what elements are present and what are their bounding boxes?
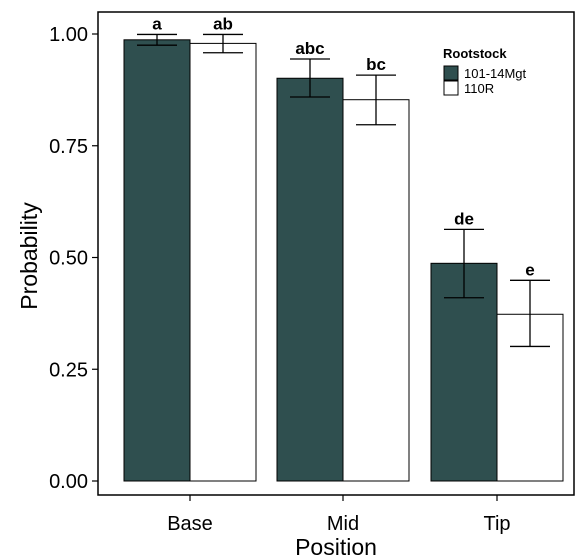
significance-letter: abc bbox=[295, 39, 324, 58]
y-tick-label: 0.25 bbox=[49, 359, 88, 381]
bar-101-14mgt bbox=[276, 77, 344, 482]
significance-labels: a abc de ab bc e bbox=[152, 14, 534, 279]
y-tick-label: 0.50 bbox=[49, 248, 88, 270]
y-axis-title: Probability bbox=[16, 202, 42, 310]
bar-110r bbox=[189, 42, 257, 482]
bars bbox=[123, 39, 564, 482]
legend-swatch bbox=[443, 65, 459, 81]
y-tick-label: 1.00 bbox=[49, 24, 88, 46]
bar-110r bbox=[342, 99, 410, 482]
x-tick-label: Base bbox=[167, 513, 213, 535]
legend-title: Rootstock bbox=[443, 46, 507, 61]
y-tick-label: 0.75 bbox=[49, 136, 88, 158]
x-tick-label: Mid bbox=[327, 513, 359, 535]
x-axis: Base Mid Tip bbox=[167, 495, 511, 535]
significance-letter: bc bbox=[366, 55, 386, 74]
legend-label: 110R bbox=[464, 81, 494, 96]
significance-letter: e bbox=[525, 260, 534, 279]
legend-swatch bbox=[443, 80, 459, 96]
significance-letter: a bbox=[152, 14, 162, 33]
y-axis: 0.00 0.25 0.50 0.75 1.00 bbox=[49, 24, 98, 493]
x-axis-title: Position bbox=[295, 534, 377, 560]
significance-letter: de bbox=[454, 209, 474, 228]
x-tick-label: Tip bbox=[483, 513, 510, 535]
bar-101-14mgt bbox=[123, 39, 191, 482]
y-tick-label: 0.00 bbox=[49, 471, 88, 493]
significance-letter: ab bbox=[213, 14, 233, 33]
error-bars bbox=[137, 33, 550, 348]
legend-label: 101-14Mgt bbox=[464, 66, 527, 81]
